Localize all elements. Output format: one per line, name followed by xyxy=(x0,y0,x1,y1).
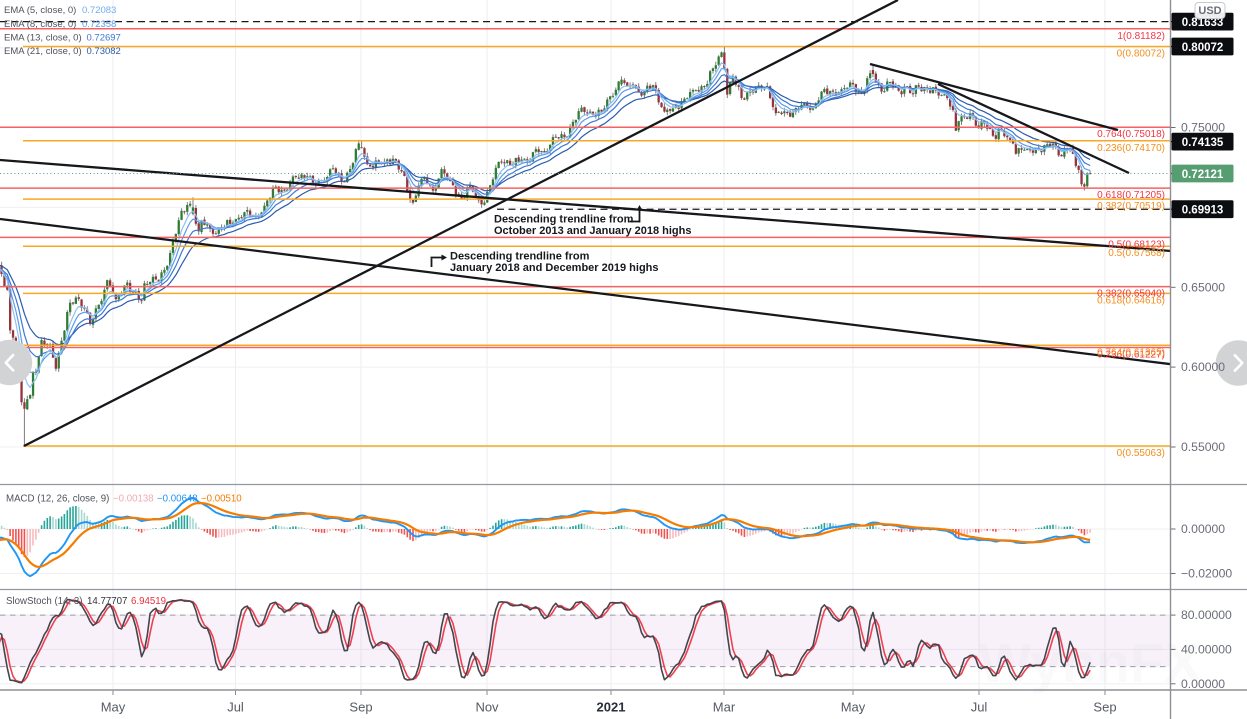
svg-text:0.618(0.71205): 0.618(0.71205) xyxy=(1097,190,1165,201)
svg-text:0.00000: 0.00000 xyxy=(1181,522,1225,536)
svg-text:0.65000: 0.65000 xyxy=(1181,280,1225,294)
svg-text:1(0.81182): 1(0.81182) xyxy=(1117,31,1165,42)
svg-text:0.5(0.68123): 0.5(0.68123) xyxy=(1108,239,1165,250)
svg-text:0.69913: 0.69913 xyxy=(1182,205,1224,217)
svg-text:0.72121: 0.72121 xyxy=(1182,169,1224,181)
svg-text:40.00000: 40.00000 xyxy=(1181,642,1232,656)
svg-text:January 2018 and December 2019: January 2018 and December 2019 highs xyxy=(450,262,659,274)
svg-text:0.382(0.65040): 0.382(0.65040) xyxy=(1097,289,1165,300)
svg-text:80.00000: 80.00000 xyxy=(1181,608,1232,622)
svg-text:0(0.55063): 0(0.55063) xyxy=(1117,448,1165,459)
svg-text:0.74135: 0.74135 xyxy=(1182,137,1224,149)
svg-text:Jul: Jul xyxy=(227,700,244,715)
svg-text:0.618(0.64616): 0.618(0.64616) xyxy=(1097,295,1165,306)
svg-text:0.72083: 0.72083 xyxy=(82,5,116,16)
svg-text:2021: 2021 xyxy=(597,700,626,715)
svg-text:0.81633: 0.81633 xyxy=(1182,17,1224,29)
svg-text:Descending trendline from: Descending trendline from xyxy=(494,214,634,226)
svg-text:October 2013 and January 2018: October 2013 and January 2018 highs xyxy=(494,225,691,237)
svg-text:Nov: Nov xyxy=(475,700,499,715)
svg-text:USD: USD xyxy=(1198,5,1221,17)
svg-text:EMA (21, close, 0): EMA (21, close, 0) xyxy=(4,46,82,57)
svg-text:0.73082: 0.73082 xyxy=(87,46,121,57)
svg-text:Mar: Mar xyxy=(713,700,736,715)
svg-text:6.94519: 6.94519 xyxy=(131,596,166,607)
svg-text:MACD (12, 26, close, 9): MACD (12, 26, close, 9) xyxy=(6,494,109,505)
svg-text:0.80072: 0.80072 xyxy=(1182,42,1224,54)
svg-text:−0.00138: −0.00138 xyxy=(113,494,154,505)
svg-text:0.382(0.70519): 0.382(0.70519) xyxy=(1097,201,1165,212)
svg-text:0.764(0.61365): 0.764(0.61365) xyxy=(1097,347,1165,358)
svg-text:Sep: Sep xyxy=(1093,700,1116,715)
svg-text:14.77707: 14.77707 xyxy=(87,596,127,607)
svg-text:Descending trendline from: Descending trendline from xyxy=(450,250,590,262)
svg-text:0.236(0.61227): 0.236(0.61227) xyxy=(1097,350,1165,361)
svg-text:0.60000: 0.60000 xyxy=(1181,360,1225,374)
svg-text:0.5(0.67568): 0.5(0.67568) xyxy=(1108,248,1165,259)
svg-text:EMA (13, close, 0): EMA (13, close, 0) xyxy=(4,32,82,43)
svg-text:SlowStoch (14, 3): SlowStoch (14, 3) xyxy=(6,596,82,607)
svg-text:0.72697: 0.72697 xyxy=(87,32,121,43)
svg-text:0.55000: 0.55000 xyxy=(1181,440,1225,454)
svg-text:WynnFX: WynnFX xyxy=(979,631,1202,694)
svg-text:−0.00648: −0.00648 xyxy=(157,494,198,505)
svg-text:EMA (5, close, 0): EMA (5, close, 0) xyxy=(4,5,76,16)
svg-text:0.00000: 0.00000 xyxy=(1181,677,1225,691)
svg-text:0(0.80072): 0(0.80072) xyxy=(1117,49,1165,60)
svg-text:May: May xyxy=(101,700,126,715)
svg-text:0.75000: 0.75000 xyxy=(1181,121,1225,135)
svg-text:0.72358: 0.72358 xyxy=(82,19,116,30)
svg-text:May: May xyxy=(841,700,866,715)
svg-text:0.236(0.74170): 0.236(0.74170) xyxy=(1097,143,1165,154)
svg-text:Sep: Sep xyxy=(349,700,372,715)
svg-text:0.764(0.75018): 0.764(0.75018) xyxy=(1097,129,1165,140)
svg-text:−0.00510: −0.00510 xyxy=(201,494,242,505)
svg-text:−0.02000: −0.02000 xyxy=(1181,567,1232,581)
svg-text:EMA (8, close, 0): EMA (8, close, 0) xyxy=(4,19,76,30)
svg-text:Jul: Jul xyxy=(971,700,988,715)
